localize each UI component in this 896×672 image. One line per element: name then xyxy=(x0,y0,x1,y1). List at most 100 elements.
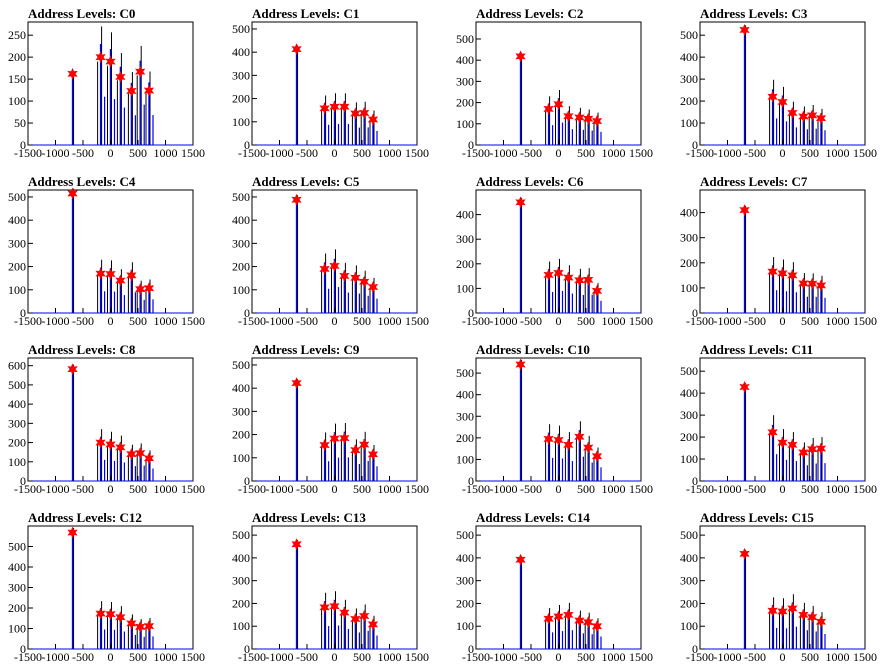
x-tick-label: -500 xyxy=(520,314,542,328)
peak-marker xyxy=(574,614,585,627)
y-tick-label: 200 xyxy=(8,260,26,274)
x-tick-label: -1500 xyxy=(14,314,42,328)
x-tick-label: -500 xyxy=(744,650,766,664)
peak-marker xyxy=(95,436,106,449)
y-tick-label: 200 xyxy=(456,596,474,610)
peak-marker xyxy=(291,43,302,56)
y-tick-label: 0 xyxy=(468,642,474,656)
peak-marker xyxy=(815,442,827,455)
x-tick-label: -1000 xyxy=(266,482,294,496)
x-tick-label: -1000 xyxy=(714,314,742,328)
x-tick-label: 500 xyxy=(353,146,371,160)
y-tick-label: 300 xyxy=(232,574,250,588)
y-tick-label: 100 xyxy=(232,283,250,297)
peak-marker xyxy=(767,426,778,439)
y-tick-label: 200 xyxy=(680,94,698,108)
x-tick-label: 500 xyxy=(801,314,819,328)
y-tick-label: 200 xyxy=(456,257,474,271)
chart-svg-2: Address Levels: C20100200300400500-1500-… xyxy=(456,6,653,160)
peak-marker xyxy=(583,273,594,286)
peak-marker xyxy=(367,113,379,126)
chart-svg-10: Address Levels: C10 0 100 200 300 400 500 -1500… xyxy=(456,342,653,496)
x-tick-label: 0 xyxy=(332,650,338,664)
peak-marker xyxy=(367,281,379,293)
peak-marker xyxy=(95,51,106,64)
chart-panel-6: Address Levels: C6 0 100 200 300 400 -1500 -100… xyxy=(448,168,672,336)
x-tick-label: -1500 xyxy=(14,650,42,664)
x-tick-label: -500 xyxy=(72,314,94,328)
y-tick-label: 200 xyxy=(680,430,698,444)
peak-marker xyxy=(135,65,146,78)
peak-marker xyxy=(553,266,564,279)
y-tick-label: 300 xyxy=(232,404,250,418)
peak-marker xyxy=(515,553,526,566)
chart-svg-7: Address Levels: C7 0 100 200 300 400 -1500 -100… xyxy=(680,174,877,328)
peak-marker xyxy=(67,67,78,80)
peak-marker xyxy=(563,608,574,621)
y-tick-label: 200 xyxy=(456,431,474,445)
y-tick-label: 100 xyxy=(232,451,250,465)
x-tick-label: 0 xyxy=(556,482,562,496)
chart-title: Address Levels: C9 xyxy=(252,342,360,357)
chart-svg-1: Address Levels: C10100200300400500-1500-… xyxy=(232,6,429,160)
peak-marker xyxy=(339,100,350,113)
y-tick-label: 100 xyxy=(456,281,474,295)
x-tick-label: -1000 xyxy=(266,146,294,160)
peak-marker xyxy=(798,446,809,459)
peak-marker xyxy=(574,430,585,443)
chart-title: Address Levels: C11 xyxy=(700,342,813,357)
x-tick-label: 1500 xyxy=(181,146,205,160)
x-tick-label: 0 xyxy=(556,146,562,160)
peak-marker xyxy=(798,110,809,123)
chart-title: Address Levels: C13 xyxy=(252,510,366,525)
y-tick-label: 500 xyxy=(456,528,474,542)
peak-marker xyxy=(553,434,564,446)
y-tick-label: 100 xyxy=(8,455,26,469)
chart-title: Address Levels: C1 xyxy=(252,6,359,21)
y-tick-label: 500 xyxy=(232,528,250,542)
y-tick-label: 400 xyxy=(456,388,474,402)
y-tick-label: 150 xyxy=(8,72,26,86)
x-tick-label: 500 xyxy=(577,482,595,496)
peak-marker xyxy=(319,102,330,115)
chart-panel-13: Address Levels: C13 0 100 200 300 400 500 -1500… xyxy=(224,504,448,672)
chart-svg-12: Address Levels: C12 0 100 200 300 400 500 -1500… xyxy=(8,510,205,664)
y-tick-label: 0 xyxy=(244,138,250,152)
chart-panel-1: Address Levels: C1 0 100 200 300 400 500 -1500-… xyxy=(224,0,448,168)
y-tick-label: 0 xyxy=(468,474,474,488)
peak-marker xyxy=(591,450,603,463)
x-tick-label: 1500 xyxy=(181,650,205,664)
y-tick-label: 0 xyxy=(692,306,698,320)
y-tick-label: 100 xyxy=(680,619,698,633)
x-tick-label: -1500 xyxy=(686,314,714,328)
y-tick-label: 100 xyxy=(680,116,698,130)
peak-marker xyxy=(135,283,146,296)
chart-title: Address Levels: C2 xyxy=(476,6,583,21)
x-tick-label: 1500 xyxy=(405,482,429,496)
peak-marker xyxy=(777,96,788,108)
x-tick-label: 0 xyxy=(780,650,786,664)
x-tick-label: -1000 xyxy=(490,314,518,328)
y-tick-label: 200 xyxy=(680,256,698,270)
x-tick-label: -1500 xyxy=(238,314,266,328)
peak-marker xyxy=(143,620,155,632)
y-tick-label: 400 xyxy=(456,551,474,565)
peak-marker xyxy=(563,110,574,123)
peak-marker xyxy=(339,269,350,282)
y-tick-label: 400 xyxy=(456,208,474,222)
y-tick-label: 300 xyxy=(680,231,698,245)
peak-marker xyxy=(126,617,137,630)
y-tick-label: 600 xyxy=(8,359,26,373)
y-tick-label: 400 xyxy=(232,213,250,227)
x-tick-label: 1000 xyxy=(826,650,850,664)
x-tick-label: 1000 xyxy=(602,146,626,160)
peak-marker xyxy=(553,98,564,111)
x-tick-label: 0 xyxy=(108,482,114,496)
peak-marker xyxy=(591,115,603,127)
x-tick-label: 500 xyxy=(801,482,819,496)
y-tick-label: 0 xyxy=(244,306,250,320)
chart-panel-11: Address Levels: C11 0 100 200 300 400 500 -1500… xyxy=(672,336,896,504)
y-tick-label: 50 xyxy=(14,116,26,130)
chart-panel-3: Address Levels: C3 0 100 200 300 400 500 -1500-… xyxy=(672,0,896,168)
x-tick-label: 500 xyxy=(129,482,147,496)
